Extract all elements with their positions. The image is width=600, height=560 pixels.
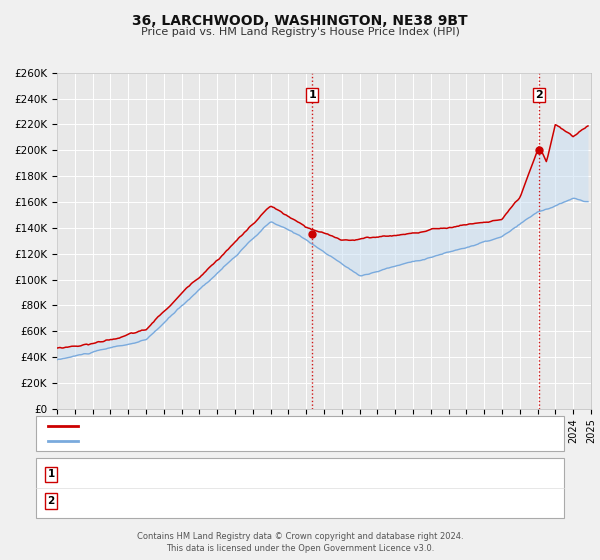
Text: HPI: Average price, semi-detached house, Sunderland: HPI: Average price, semi-detached house,… — [84, 436, 347, 446]
Text: Price paid vs. HM Land Registry's House Price Index (HPI): Price paid vs. HM Land Registry's House … — [140, 27, 460, 37]
Text: This data is licensed under the Open Government Licence v3.0.: This data is licensed under the Open Gov… — [166, 544, 434, 553]
Text: 2: 2 — [535, 90, 543, 100]
Text: 1: 1 — [47, 469, 55, 479]
Text: 44% ↑ HPI: 44% ↑ HPI — [384, 496, 439, 506]
Text: 36, LARCHWOOD, WASHINGTON, NE38 9BT (semi-detached house): 36, LARCHWOOD, WASHINGTON, NE38 9BT (sem… — [84, 421, 412, 431]
Text: 20% ↑ HPI: 20% ↑ HPI — [384, 469, 439, 479]
Text: £200,000: £200,000 — [246, 496, 295, 506]
Text: 1: 1 — [308, 90, 316, 100]
Text: 36, LARCHWOOD, WASHINGTON, NE38 9BT: 36, LARCHWOOD, WASHINGTON, NE38 9BT — [132, 14, 468, 28]
Text: 04-FEB-2022: 04-FEB-2022 — [75, 496, 142, 506]
Text: 01-MAY-2009: 01-MAY-2009 — [75, 469, 142, 479]
Text: £135,000: £135,000 — [246, 469, 295, 479]
Text: Contains HM Land Registry data © Crown copyright and database right 2024.: Contains HM Land Registry data © Crown c… — [137, 532, 463, 541]
Text: 2: 2 — [47, 496, 55, 506]
